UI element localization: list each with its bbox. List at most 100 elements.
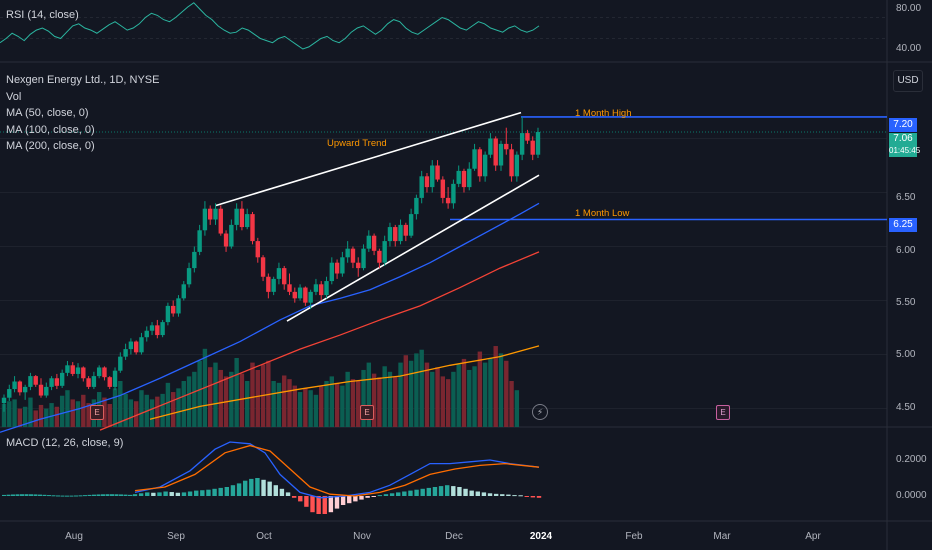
macd-histogram-bar bbox=[47, 495, 51, 497]
low-annotation[interactable]: 1 Month Low bbox=[575, 208, 630, 219]
macd-histogram-bar bbox=[132, 495, 137, 497]
candle-body bbox=[371, 235, 377, 251]
rsi-line bbox=[0, 2, 540, 50]
volume-bar bbox=[271, 381, 276, 427]
candle-body bbox=[165, 305, 171, 323]
volume-bar bbox=[430, 371, 435, 427]
macd-histogram-bar bbox=[402, 491, 407, 496]
volume-bar bbox=[387, 371, 393, 427]
macd-histogram-bar bbox=[328, 496, 334, 513]
macd-histogram-bar bbox=[334, 496, 340, 509]
symbol-title[interactable]: Nexgen Energy Ltd., 1D, NYSE bbox=[6, 74, 160, 86]
candle-body bbox=[430, 165, 435, 188]
macd-histogram-bar bbox=[493, 493, 499, 496]
macd-histogram-bar bbox=[78, 495, 83, 497]
candle-body bbox=[424, 176, 430, 188]
volume-bar bbox=[504, 360, 509, 427]
moving-averages bbox=[0, 202, 540, 433]
macd-histogram-bar bbox=[316, 496, 321, 514]
volume-bar bbox=[350, 379, 356, 427]
volume-bar bbox=[70, 399, 75, 427]
ma50-line bbox=[0, 202, 540, 433]
candle-body bbox=[128, 341, 134, 350]
signal-line bbox=[134, 444, 540, 497]
candle-body bbox=[149, 325, 155, 331]
ma100-line bbox=[99, 251, 540, 431]
macd-histogram-bar bbox=[340, 496, 346, 505]
candle-body bbox=[255, 241, 260, 258]
volume-bar bbox=[329, 376, 335, 427]
macd-histogram-bar bbox=[291, 496, 297, 498]
candle-body bbox=[345, 248, 350, 258]
volume-bar bbox=[112, 388, 118, 427]
macd-histogram-bar bbox=[56, 495, 60, 497]
macd-histogram-bar bbox=[60, 495, 65, 497]
macd-histogram-bar bbox=[105, 494, 110, 496]
volume-bar bbox=[297, 392, 303, 427]
lightning-icon[interactable]: ⚡ bbox=[532, 404, 548, 420]
candle-body bbox=[472, 149, 477, 169]
candle-body bbox=[12, 381, 17, 390]
candle-body bbox=[282, 268, 287, 285]
macd-histogram-bar bbox=[92, 494, 96, 496]
trend-annotation[interactable]: Upward Trend bbox=[327, 138, 387, 149]
macd-histogram-bar bbox=[42, 494, 47, 496]
rsi-tick: 80.00 bbox=[896, 3, 922, 14]
currency-button[interactable]: USD bbox=[893, 70, 923, 92]
macd-histogram-bar bbox=[457, 487, 462, 496]
volume-bar bbox=[49, 403, 54, 427]
candle-body bbox=[498, 143, 504, 166]
volume-bar bbox=[218, 369, 223, 427]
macd-histogram-bar bbox=[524, 496, 529, 497]
earnings-badge[interactable]: E bbox=[360, 405, 374, 420]
ma100-legend[interactable]: MA (100, close, 0) bbox=[6, 123, 95, 136]
candle-body bbox=[192, 251, 197, 269]
macd-histogram-bar bbox=[481, 492, 487, 496]
macd-histogram-bar bbox=[11, 494, 15, 496]
candle-body bbox=[340, 257, 345, 274]
high-annotation[interactable]: 1 Month High bbox=[575, 108, 632, 119]
volume-bar bbox=[456, 364, 461, 427]
rsi-label: RSI (14, close) bbox=[6, 9, 79, 21]
candle-body bbox=[445, 197, 451, 204]
volume-bar bbox=[276, 382, 282, 427]
candle-body bbox=[440, 179, 446, 198]
earnings-badge[interactable]: E bbox=[90, 405, 104, 420]
macd-histogram-bar bbox=[83, 495, 87, 497]
ma50-legend[interactable]: MA (50, close, 0) bbox=[6, 107, 89, 119]
candle-body bbox=[467, 168, 472, 188]
rsi-tick: 40.00 bbox=[896, 43, 922, 54]
macd-histogram-bar bbox=[74, 495, 78, 497]
candle-body bbox=[239, 208, 245, 228]
macd-histogram-bar bbox=[200, 490, 205, 496]
vol-legend[interactable]: Vol bbox=[6, 90, 22, 103]
volume-bar bbox=[118, 381, 123, 427]
macd-histogram-bar bbox=[24, 494, 29, 496]
ma200-legend[interactable]: MA (200, close, 0) bbox=[6, 140, 95, 152]
candle-body bbox=[514, 154, 520, 177]
time-tick: Feb bbox=[625, 531, 643, 542]
candle-body bbox=[59, 372, 65, 386]
volume-bar bbox=[102, 397, 107, 427]
volume-bar bbox=[160, 393, 165, 427]
candle-body bbox=[96, 367, 102, 377]
candle-body bbox=[118, 356, 123, 371]
candle-body bbox=[186, 268, 192, 285]
macd-histogram-bar bbox=[273, 485, 278, 496]
macd-plot bbox=[2, 441, 542, 514]
macd-histogram-bar bbox=[123, 494, 128, 496]
candle-body bbox=[398, 224, 403, 242]
candle-body bbox=[107, 377, 112, 387]
candle-body bbox=[530, 140, 535, 155]
volume-bar bbox=[308, 390, 313, 427]
earnings-badge-future[interactable]: E bbox=[716, 405, 730, 420]
macd-histogram-bar bbox=[322, 496, 327, 514]
macd-histogram-bar bbox=[6, 494, 11, 496]
macd-histogram-bar bbox=[536, 496, 542, 498]
volume-bar bbox=[340, 385, 345, 427]
macd-histogram-bar bbox=[298, 496, 303, 502]
volume-bars bbox=[1, 346, 520, 427]
macd-histogram-bar bbox=[469, 490, 474, 496]
macd-histogram-bar bbox=[530, 496, 536, 498]
